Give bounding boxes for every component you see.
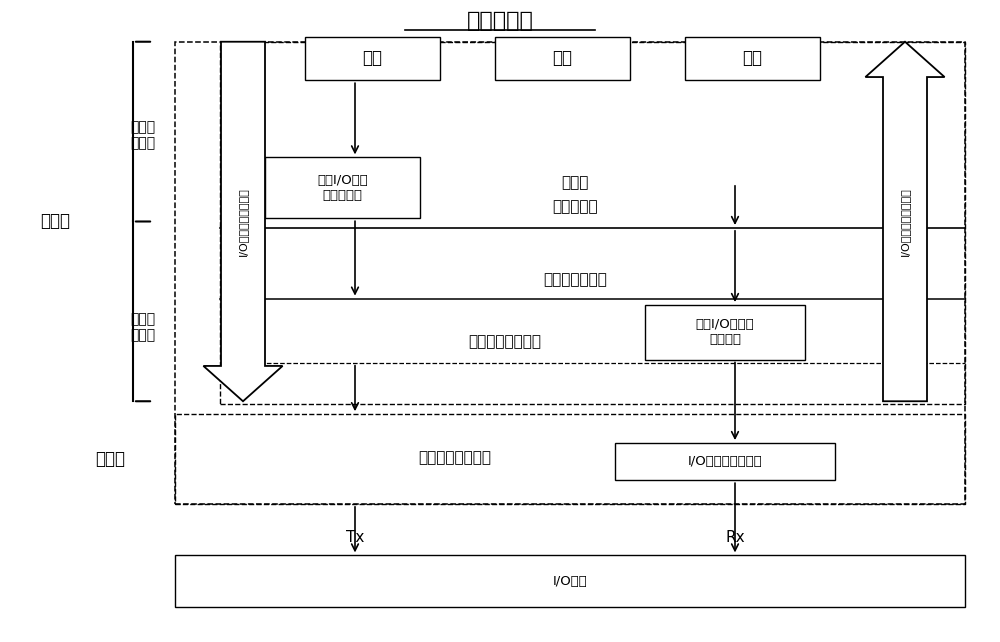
Text: 虚拟机
用户态: 虚拟机 用户态 [130, 119, 156, 150]
Text: Rx: Rx [725, 530, 745, 544]
Text: 网络协议栈模块: 网络协议栈模块 [543, 272, 607, 287]
Text: 加解密模块: 加解密模块 [552, 199, 598, 214]
Text: 第二I/O数据零
拷贝模块: 第二I/O数据零 拷贝模块 [696, 318, 754, 346]
Text: 后端驱动程序模块: 后端驱动程序模块 [418, 450, 492, 465]
Text: 计算机设备: 计算机设备 [467, 10, 533, 31]
Bar [495, 37, 630, 80]
Text: I/O数据安全保护模块: I/O数据安全保护模块 [900, 187, 910, 256]
Text: Tx: Tx [346, 530, 364, 544]
Text: 第一I/O数据
零拷贝模块: 第一I/O数据 零拷贝模块 [317, 174, 368, 202]
Polygon shape [865, 42, 945, 401]
Bar [175, 42, 965, 504]
Text: 应用: 应用 [362, 49, 382, 67]
Text: 宿主机: 宿主机 [95, 450, 125, 468]
Text: 前端驱动程序模块: 前端驱动程序模块 [468, 334, 542, 349]
Text: I/O设备: I/O设备 [553, 575, 587, 587]
Bar [645, 305, 805, 360]
Text: 端到端: 端到端 [561, 175, 589, 191]
Text: 应用: 应用 [552, 49, 572, 67]
Bar [685, 37, 820, 80]
Bar [615, 443, 835, 480]
Text: 应用: 应用 [743, 49, 763, 67]
Bar [175, 555, 965, 607]
Text: I/O数据预处理模块: I/O数据预处理模块 [688, 455, 762, 468]
Bar [305, 37, 440, 80]
Bar [220, 42, 965, 404]
Text: 虚拟机: 虚拟机 [40, 213, 70, 230]
Bar [265, 157, 420, 218]
Text: I/O数据安全保护模块: I/O数据安全保护模块 [238, 187, 248, 256]
Text: 虚拟机
内核态: 虚拟机 内核态 [130, 312, 156, 343]
Bar [175, 414, 965, 504]
Polygon shape [203, 42, 283, 401]
